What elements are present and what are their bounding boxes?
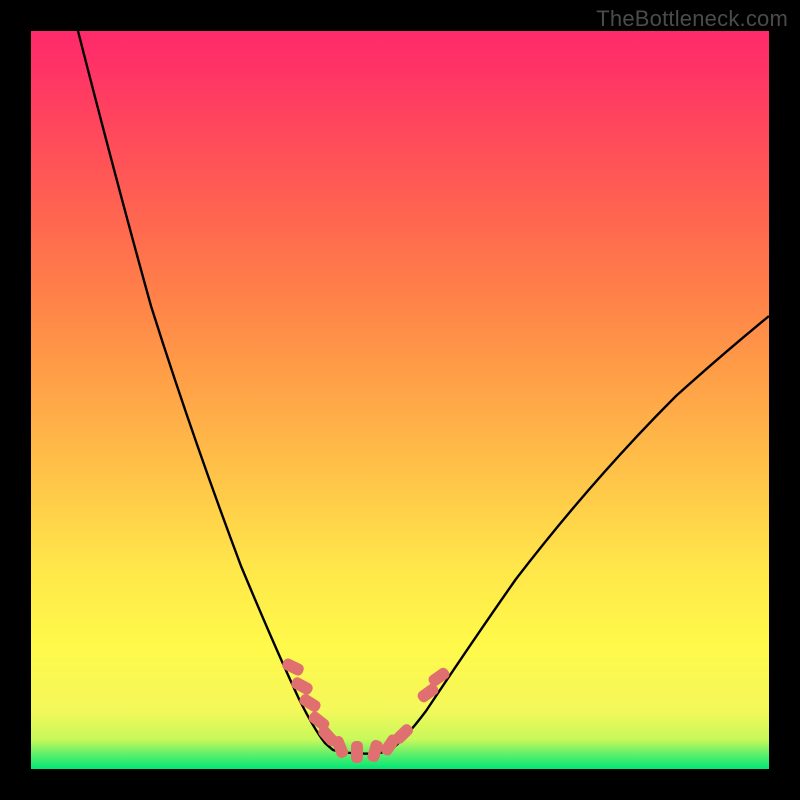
bottleneck-curve (78, 31, 769, 754)
curve-layer (31, 31, 769, 769)
watermark-text: TheBottleneck.com (596, 6, 788, 32)
curve-marker (351, 741, 363, 763)
curve-marker (297, 692, 322, 714)
chart-root: TheBottleneck.com (0, 0, 800, 800)
curve-marker (280, 657, 305, 677)
plot-area (31, 31, 769, 769)
curve-marker (289, 676, 314, 697)
